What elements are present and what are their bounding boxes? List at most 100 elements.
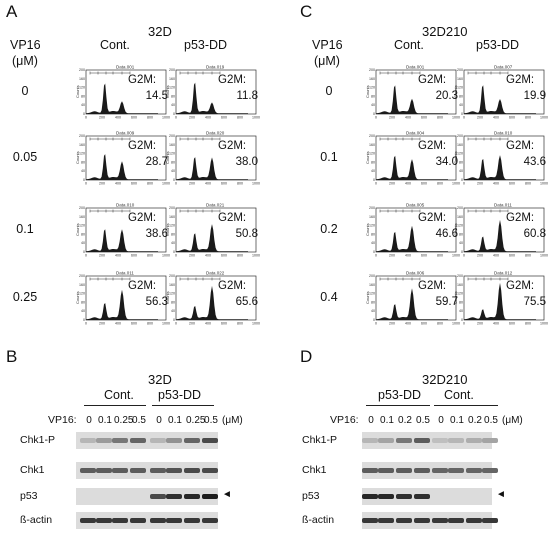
blot-band: [150, 438, 166, 443]
blot-band: [466, 468, 482, 473]
y-tick-label: 160: [79, 283, 85, 287]
y-tick-label: 160: [457, 215, 463, 219]
y-tick-label: 0: [461, 318, 463, 322]
x-tick-label: 0: [175, 182, 177, 186]
y-tick-label: 40: [371, 241, 375, 245]
blot-band: [362, 438, 378, 443]
g2m-value: 20.3: [435, 90, 458, 102]
y-tick-label: 40: [459, 309, 463, 313]
x-tick-label: 600: [131, 182, 137, 186]
blot-band: [166, 438, 182, 443]
y-tick-label: 200: [457, 274, 463, 278]
g2m-readout: G2M: 19.9: [506, 72, 546, 104]
y-axis-label: Counts: [454, 85, 458, 98]
blot-band: [80, 438, 96, 443]
y-tick-label: 160: [169, 283, 175, 287]
g2m-readout: G2M: 38.0: [218, 138, 258, 170]
x-tick-label: 600: [221, 322, 227, 326]
histogram-file-label: Data.021: [206, 203, 225, 208]
histogram-file-label: Data.007: [494, 65, 513, 70]
y-tick-label: 200: [79, 68, 85, 72]
g2m-label: G2M:: [218, 212, 247, 224]
y-tick-label: 160: [79, 77, 85, 81]
blot-row-label: ß-actin: [302, 514, 335, 526]
x-tick-label: 0: [85, 322, 87, 326]
y-tick-label: 200: [369, 68, 375, 72]
x-tick-label: 1000: [162, 254, 170, 258]
g2m-value: 34.0: [435, 156, 458, 168]
flow-histogram-dd: Data.007 0 40 80 120 160 200 Counts 0 200 400 600 80…: [454, 62, 548, 121]
x-tick-label: 400: [493, 322, 499, 326]
g2m-readout: G2M: 59.7: [418, 278, 458, 310]
panel-c-title: 32D210: [422, 24, 468, 39]
g2m-readout: G2M: 50.8: [218, 210, 258, 242]
x-tick-label: 600: [221, 254, 227, 258]
y-tick-label: 80: [459, 94, 463, 98]
x-axis-label: FL2-A: [211, 185, 222, 186]
x-tick-label: 1000: [252, 254, 260, 258]
panel-c-col-dd: p53-DD: [476, 38, 520, 52]
x-tick-label: 200: [389, 182, 395, 186]
lane-dose-label: 0.2: [398, 415, 412, 426]
y-tick-label: 120: [169, 292, 175, 296]
x-axis-label: FL2-A: [411, 119, 422, 120]
blot-band: [202, 468, 218, 473]
x-axis-label: FL2-A: [121, 185, 132, 186]
y-tick-label: 200: [79, 134, 85, 138]
x-tick-label: 0: [375, 322, 377, 326]
y-axis-label: Counts: [166, 223, 170, 236]
g2m-label: G2M:: [506, 74, 535, 86]
x-tick-label: 0: [375, 254, 377, 258]
y-tick-label: 120: [369, 152, 375, 156]
x-tick-label: 400: [405, 182, 411, 186]
y-tick-label: 0: [373, 318, 375, 322]
x-tick-label: 400: [205, 254, 211, 258]
y-tick-label: 0: [373, 250, 375, 254]
g2m-label: G2M:: [128, 212, 157, 224]
histogram-file-label: Data.020: [206, 131, 225, 136]
x-tick-label: 800: [237, 254, 243, 258]
x-tick-label: 0: [85, 254, 87, 258]
histogram-file-label: Data.022: [206, 271, 225, 276]
g2m-label: G2M:: [128, 74, 157, 86]
g2m-value: 75.5: [523, 296, 546, 308]
x-tick-label: 400: [493, 182, 499, 186]
g2m-readout: G2M: 43.6: [506, 138, 546, 170]
x-axis-label: FL2-A: [499, 257, 510, 258]
x-tick-label: 1000: [162, 116, 170, 120]
g2m-value: 46.6: [435, 228, 458, 240]
x-axis-label: FL2-A: [121, 257, 132, 258]
blot-band: [448, 468, 464, 473]
y-tick-label: 40: [371, 169, 375, 173]
x-tick-label: 800: [525, 116, 531, 120]
y-tick-label: 200: [79, 274, 85, 278]
panel-d-unit: (μM): [502, 415, 523, 426]
x-tick-label: 400: [115, 116, 121, 120]
panel-b-group-dd: p53-DD: [158, 388, 202, 402]
x-tick-label: 1000: [540, 322, 548, 326]
flow-histogram-cont: Data.011 0 40 80 120 160 200 Counts 0 200 400 600 80…: [76, 268, 170, 327]
y-tick-label: 160: [457, 283, 463, 287]
y-tick-label: 120: [79, 86, 85, 90]
y-tick-label: 120: [457, 224, 463, 228]
blot-strip: [76, 432, 218, 449]
blot-band: [150, 494, 166, 499]
x-tick-label: 400: [115, 182, 121, 186]
g2m-label: G2M:: [506, 140, 535, 152]
y-tick-label: 40: [171, 169, 175, 173]
y-tick-label: 80: [171, 300, 175, 304]
x-tick-label: 1000: [540, 254, 548, 258]
lane-dose-label: 0.5: [132, 415, 146, 426]
x-tick-label: 600: [509, 254, 515, 258]
y-tick-label: 80: [459, 232, 463, 236]
g2m-label: G2M:: [418, 140, 447, 152]
y-tick-label: 120: [79, 152, 85, 156]
panel-b-letter: B: [6, 347, 18, 366]
g2m-label: G2M:: [418, 212, 447, 224]
y-axis-label: Counts: [454, 151, 458, 164]
histogram-file-label: Data.019: [206, 65, 225, 70]
x-tick-label: 600: [421, 322, 427, 326]
panel-a-col-cont: Cont.: [100, 38, 130, 52]
flow-histogram-dd: Data.010 0 40 80 120 160 200 Counts 0 200 400 600 80…: [454, 128, 548, 187]
histogram-file-label: Data.010: [494, 131, 513, 136]
